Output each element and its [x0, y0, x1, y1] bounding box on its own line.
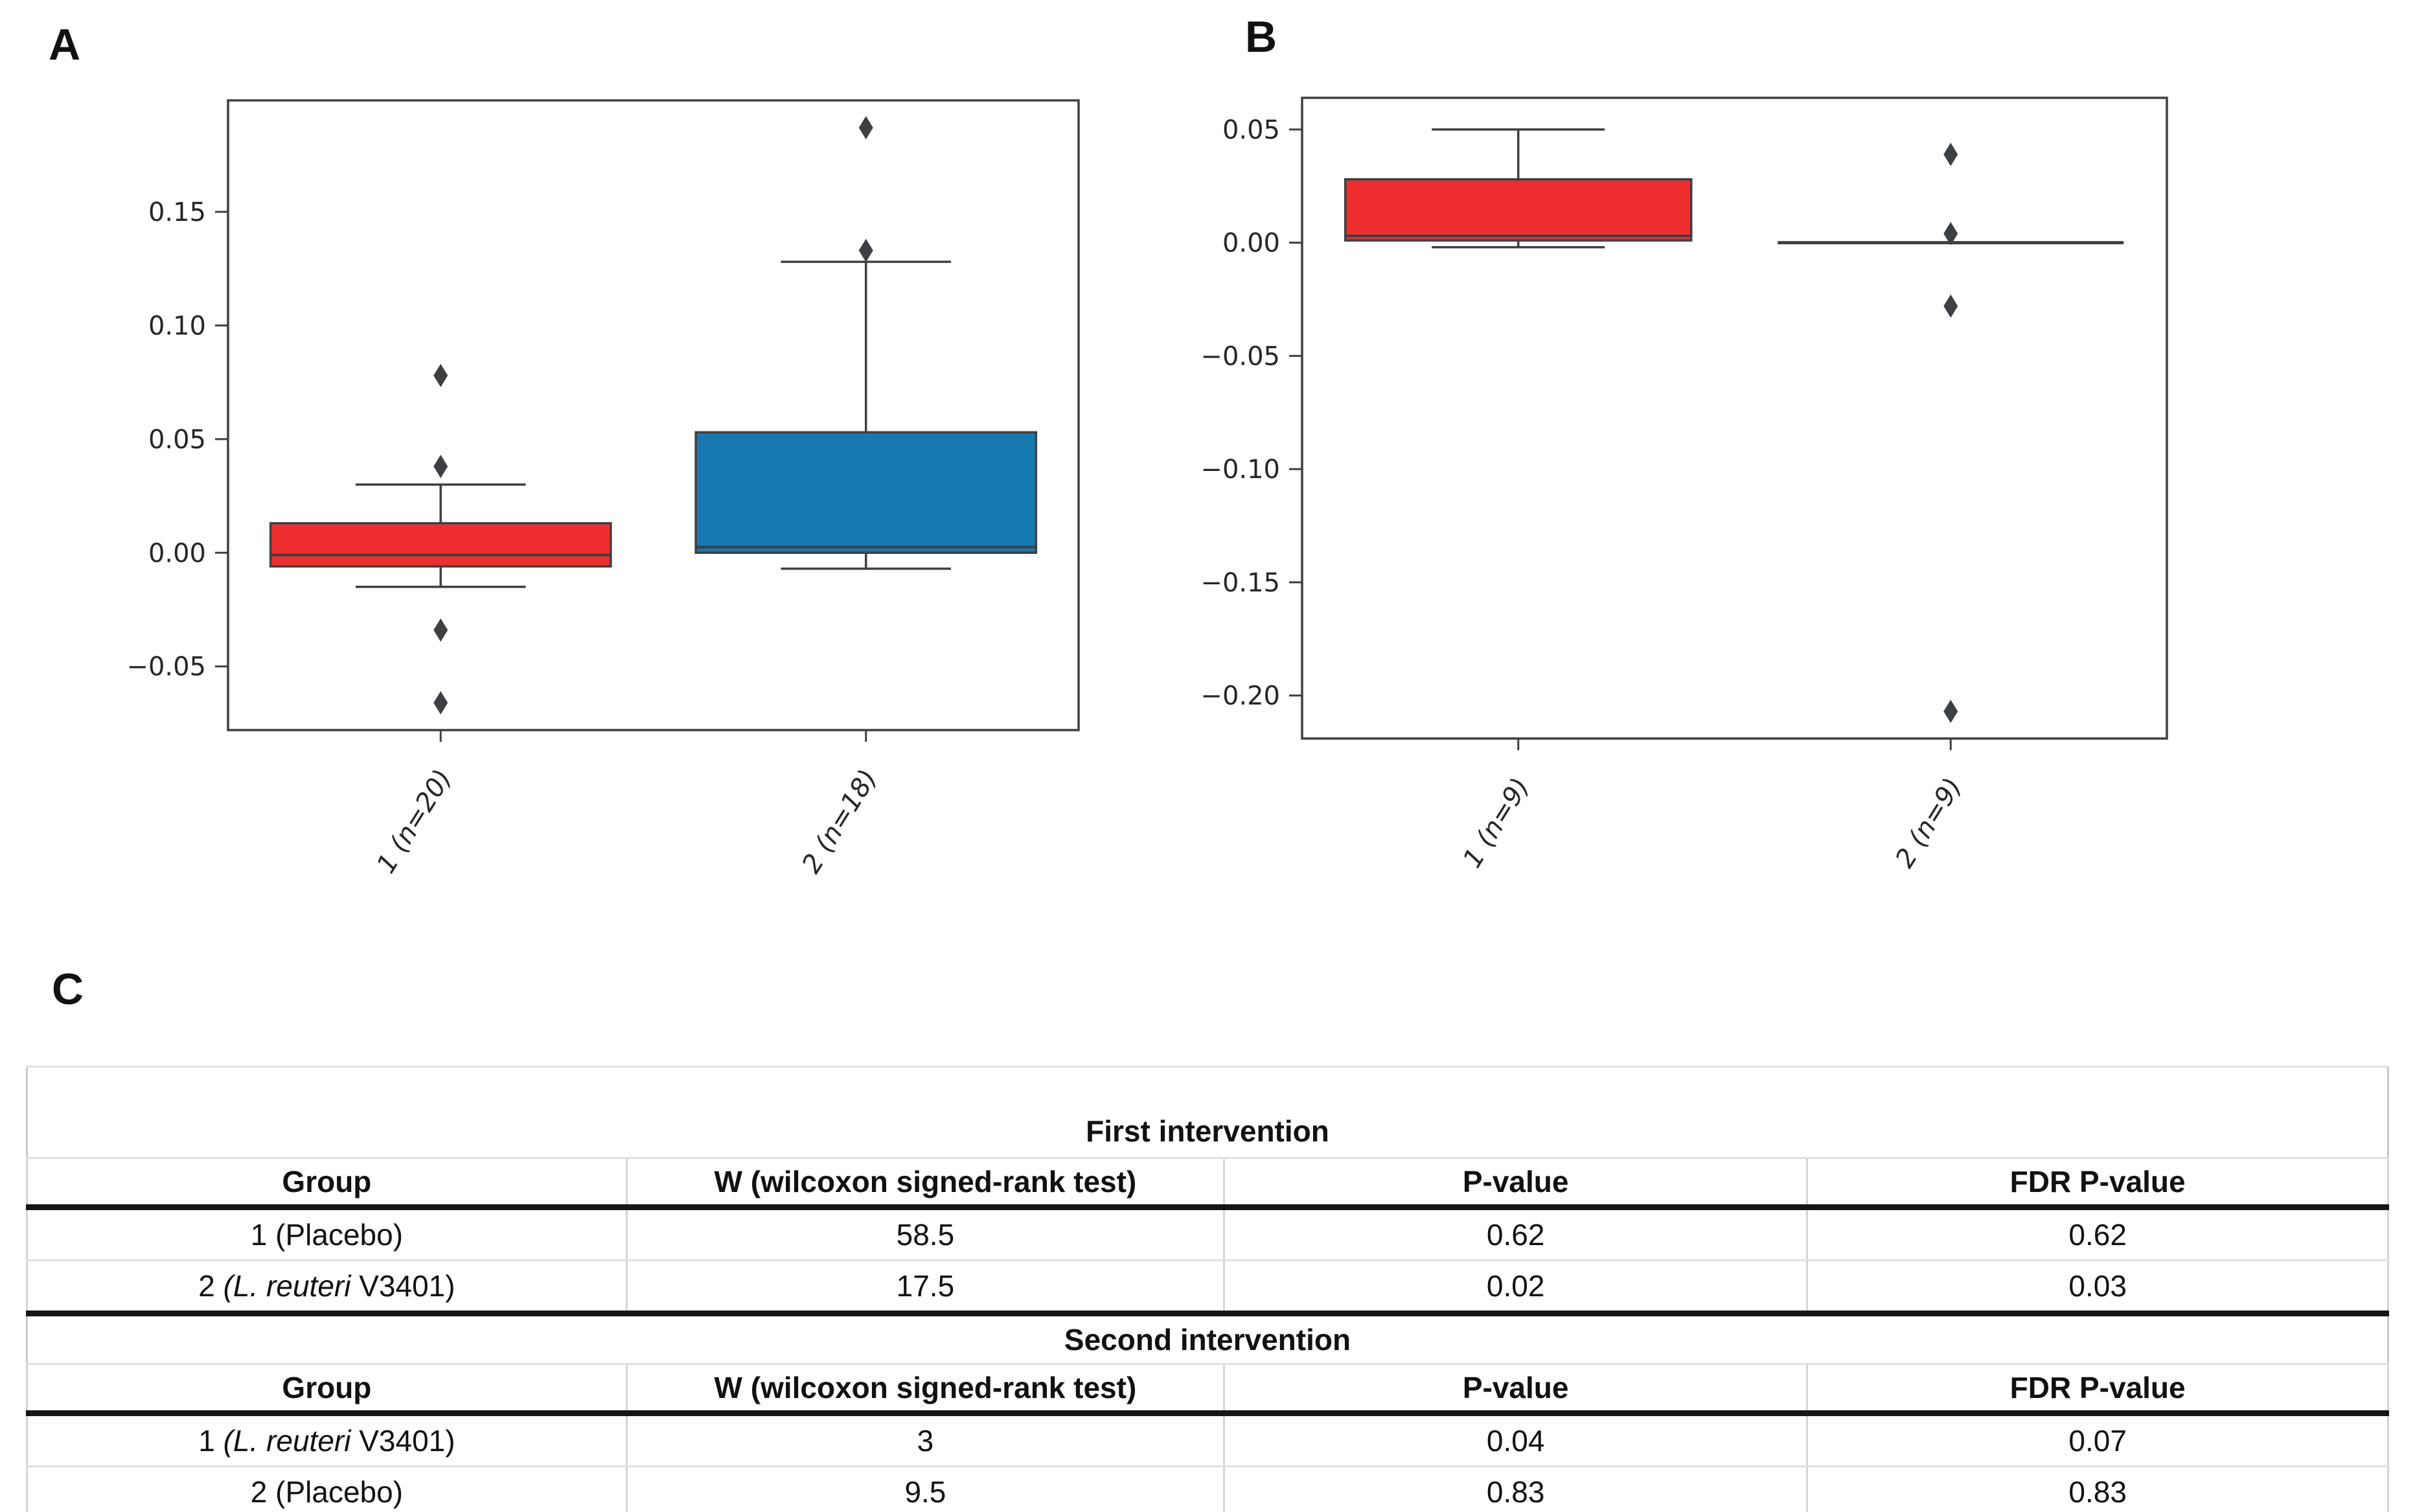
x-tick-label: 2 (n=9) [1890, 773, 1967, 873]
section-title: Second intervention [27, 1312, 2388, 1365]
box [269, 521, 612, 568]
group-text: 2 [198, 1268, 223, 1303]
y-tick-label: 0.10 [148, 311, 206, 341]
y-tick-label: 0.05 [148, 425, 206, 455]
outlier-diamond [433, 618, 448, 642]
x-tick-label: 2 (n=18) [796, 764, 883, 878]
table-row: 2 (L. reuteri V3401) 17.5 0.02 0.03 [26, 1259, 2389, 1316]
cell-p: 0.83 [1222, 1465, 1809, 1512]
y-tick-label: −0.10 [1200, 455, 1280, 485]
cell-w: 58.5 [625, 1206, 1226, 1261]
group-text: 2 (Placebo) [250, 1474, 404, 1509]
section-title: First intervention [27, 1066, 2388, 1159]
box [1344, 178, 1693, 242]
y-tick-label: 0.00 [1222, 229, 1280, 258]
cell-group: 2 (Placebo) [26, 1465, 628, 1512]
outlier-diamond [858, 238, 873, 262]
col-header-w: W (wilcoxon signed-rank test) [625, 1363, 1226, 1416]
section-title-row: First intervention [27, 1066, 2388, 1159]
cell-group: 1 (Placebo) [26, 1206, 628, 1261]
outlier-diamond [433, 691, 448, 715]
cell-p: 0.02 [1222, 1259, 1809, 1316]
panel-c-label: C [52, 965, 84, 1014]
x-tick-label: 1 (n=9) [1458, 773, 1535, 873]
cell-w: 17.5 [625, 1259, 1226, 1316]
axes-frame [227, 99, 1080, 731]
cell-fdr: 0.62 [1806, 1206, 2389, 1261]
cell-group: 2 (L. reuteri V3401) [26, 1259, 628, 1316]
axes-frame [1301, 97, 2168, 740]
outlier-diamond [433, 454, 448, 478]
cell-fdr: 0.83 [1806, 1465, 2389, 1512]
panel-a-label: A [49, 20, 81, 69]
cell-group: 1 (L. reuteri V3401) [26, 1412, 628, 1467]
outlier-diamond [858, 116, 873, 140]
y-tick-label: 0.05 [1222, 115, 1280, 145]
y-tick-label: −0.15 [1200, 568, 1280, 598]
group-text: 1 (Placebo) [250, 1217, 404, 1252]
outlier-diamond [1943, 222, 1958, 246]
column-header-row: Group W (wilcoxon signed-rank test) P-va… [26, 1363, 2389, 1416]
panel-b-boxplot: 0.05 0.00 −0.05 −0.10 −0.15 −0.20 1 (n=9) 2 (n=… [1200, 97, 2168, 873]
cell-p: 0.04 [1222, 1412, 1809, 1467]
col-header-group: Group [26, 1363, 628, 1416]
y-tick-label: −0.20 [1200, 682, 1280, 711]
box [694, 431, 1038, 555]
y-tick-label: 0.15 [148, 198, 206, 227]
group-text: 1 [198, 1423, 223, 1458]
cell-fdr: 0.07 [1806, 1412, 2389, 1467]
cell-fdr: 0.03 [1806, 1259, 2389, 1316]
panel-a-boxplot: 0.15 0.10 0.05 0.00 −0.05 1 (n=20) 2 (n=18) [126, 99, 1080, 878]
section-title-row: Second intervention [27, 1312, 2388, 1365]
table-row: 2 (Placebo) 9.5 0.83 0.83 [26, 1465, 2389, 1512]
panel-c-table-wrap: First intervention Group W (wilcoxon sig… [26, 1066, 2389, 1512]
col-header-p: P-value [1222, 1363, 1809, 1416]
outlier-diamond [1943, 143, 1958, 166]
cell-w: 9.5 [625, 1465, 1226, 1512]
wilcoxon-stats-table: First intervention Group W (wilcoxon sig… [26, 1066, 2389, 1512]
group-text: V3401) [350, 1268, 455, 1303]
col-header-p: P-value [1222, 1157, 1809, 1210]
column-header-row: Group W (wilcoxon signed-rank test) P-va… [26, 1157, 2389, 1210]
outlier-diamond [1943, 700, 1958, 724]
y-tick-label: −0.05 [126, 652, 206, 682]
table-row: 1 (L. reuteri V3401) 3 0.04 0.07 [26, 1412, 2389, 1467]
cell-p: 0.62 [1222, 1206, 1809, 1261]
y-tick-label: −0.05 [1200, 341, 1280, 371]
x-tick-label: 1 (n=20) [371, 764, 458, 878]
col-header-fdr: FDR P-value [1806, 1363, 2389, 1416]
group-italic: (L. reuteri [223, 1423, 351, 1458]
group-text: V3401) [350, 1423, 455, 1458]
cell-w: 3 [625, 1412, 1226, 1467]
col-header-w: W (wilcoxon signed-rank test) [625, 1157, 1226, 1210]
y-tick-label: 0.00 [148, 538, 206, 568]
outlier-diamond [433, 363, 448, 387]
group-italic: (L. reuteri [223, 1268, 351, 1303]
col-header-group: Group [26, 1157, 628, 1210]
col-header-fdr: FDR P-value [1806, 1157, 2389, 1210]
panel-b-label: B [1245, 12, 1277, 62]
table-row: 1 (Placebo) 58.5 0.62 0.62 [26, 1206, 2389, 1261]
outlier-diamond [1943, 294, 1958, 318]
